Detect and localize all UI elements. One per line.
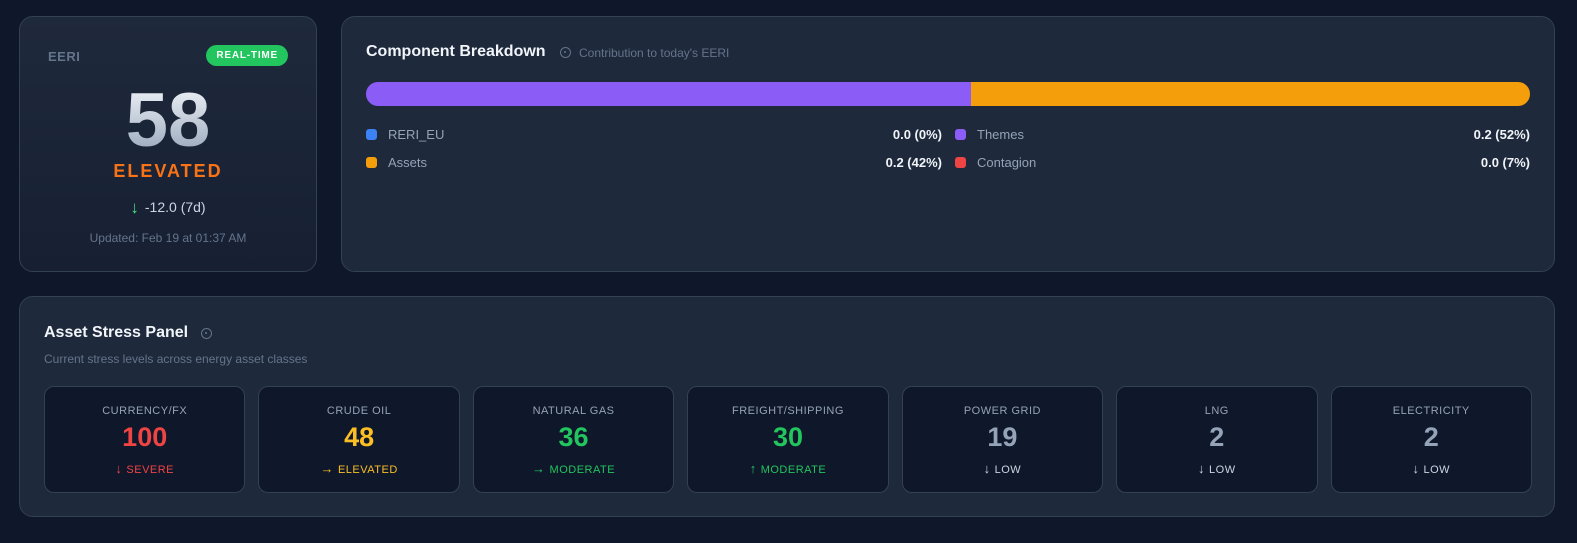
stress-tile-freight-shipping[interactable]: FREIGHT/SHIPPING 30 ↑ MODERATE [687,386,889,493]
stress-tile-natural-gas[interactable]: NATURAL GAS 36 → MODERATE [472,386,675,493]
eeri-score: 58 [20,83,316,159]
eeri-updated-timestamp: Updated: Feb 19 at 01:37 AM [89,231,247,245]
stress-tile-crude-oil[interactable]: CRUDE OIL 48 → ELEVATED [258,386,460,493]
tile-status: ↓ LOW [1332,461,1531,476]
legend-item-contagion: Contagion 0.0 (7%) [955,154,1530,170]
tile-value: 48 [344,422,375,452]
eeri-card: EERI REAL-TIME 58 ELEVATED ↓ -12.0 (7d) U… [19,16,317,272]
tile-status: ↑ MODERATE [688,461,887,476]
info-icon[interactable] [201,328,212,339]
legend-label: Themes [977,126,1024,142]
tile-status: ↓ LOW [903,461,1102,476]
legend-value: 0.0 (7%) [1480,154,1530,170]
tile-status-label: MODERATE [760,464,827,476]
tile-status: ↓ SEVERE [45,461,244,476]
tile-value: 36 [558,422,589,452]
breakdown-title: Component Breakdown [366,43,546,60]
stress-panel-title: Asset Stress Panel [44,324,189,341]
legend-swatch [366,128,377,140]
trend-arrow-icon: ↓ [1198,461,1206,476]
stress-tile-electricity[interactable]: ELECTRICITY 2 ↓ LOW [1330,386,1532,493]
eeri-change-value: -12.0 (7d) [144,199,206,215]
bar-segment-themes[interactable] [366,82,972,106]
tile-name: ELECTRICITY [1392,405,1470,417]
asset-stress-panel: Asset Stress Panel Current stress levels… [19,296,1555,517]
tile-status-label: MODERATE [549,464,616,476]
tile-value: 2 [1209,422,1225,452]
legend-item-reri-eu: RERI_EU 0.0 (0%) [366,126,942,142]
trend-arrow-icon: ↑ [749,461,757,476]
tile-status-label: LOW [994,464,1022,476]
eeri-label: EERI [48,49,81,64]
legend-swatch [955,156,966,168]
tile-value: 2 [1423,422,1439,452]
legend-item-themes: Themes 0.2 (52%) [955,126,1530,142]
legend-label: Assets [388,154,428,170]
stress-tile-lng[interactable]: LNG 2 ↓ LOW [1116,386,1318,493]
tile-name: CURRENCY/FX [102,405,188,417]
tile-name: CRUDE OIL [326,405,392,417]
tile-status-label: LOW [1209,464,1236,476]
trend-arrow-icon: ↓ [1412,461,1420,476]
info-icon[interactable] [560,47,571,58]
legend-value: 0.0 (0%) [892,126,942,142]
tile-value: 19 [987,422,1018,452]
legend-item-assets: Assets 0.2 (42%) [366,154,942,170]
eeri-change: ↓ -12.0 (7d) [20,197,316,217]
trend-arrow-icon: ↓ [115,461,123,476]
legend-label: RERI_EU [388,126,445,142]
arrow-down-icon: ↓ [130,198,139,217]
eeri-level: ELEVATED [113,161,223,181]
legend-label: Contagion [977,154,1037,170]
legend-swatch [955,128,966,140]
legend-value: 0.2 (52%) [1473,126,1530,142]
stress-panel-subtitle: Current stress levels across energy asse… [44,352,308,366]
component-breakdown-card: Component Breakdown Contribution to toda… [341,16,1555,272]
trend-arrow-icon: ↓ [983,461,991,476]
legend-swatch [366,156,377,168]
trend-arrow-icon: → [532,461,546,476]
tile-name: LNG [1204,405,1229,417]
tile-status-label: SEVERE [126,464,175,476]
tile-status: → ELEVATED [259,461,458,476]
tile-value: 30 [772,422,803,452]
bar-segment-assets[interactable] [971,82,1530,106]
breakdown-subtitle: Contribution to today's EERI [579,46,730,60]
trend-arrow-icon: → [320,461,334,476]
tile-name: FREIGHT/SHIPPING [732,405,844,417]
tile-name: NATURAL GAS [532,405,615,417]
tile-status-label: LOW [1423,464,1451,476]
tile-status: ↓ LOW [1117,461,1316,476]
breakdown-stacked-bar [366,82,1530,106]
tile-name: POWER GRID [963,405,1041,417]
stress-tile-power-grid[interactable]: POWER GRID 19 ↓ LOW [901,386,1104,493]
tile-value: 100 [122,422,168,452]
stress-tile-currency-fx[interactable]: CURRENCY/FX 100 ↓ SEVERE [44,386,246,493]
realtime-badge: REAL-TIME [206,45,288,66]
tile-status-label: ELEVATED [337,464,398,476]
tile-status: → MODERATE [474,461,673,476]
legend-value: 0.2 (42%) [885,154,942,170]
stress-tiles: CURRENCY/FX 100 ↓ SEVERE CRUDE OIL 48 → EL… [44,386,1532,493]
